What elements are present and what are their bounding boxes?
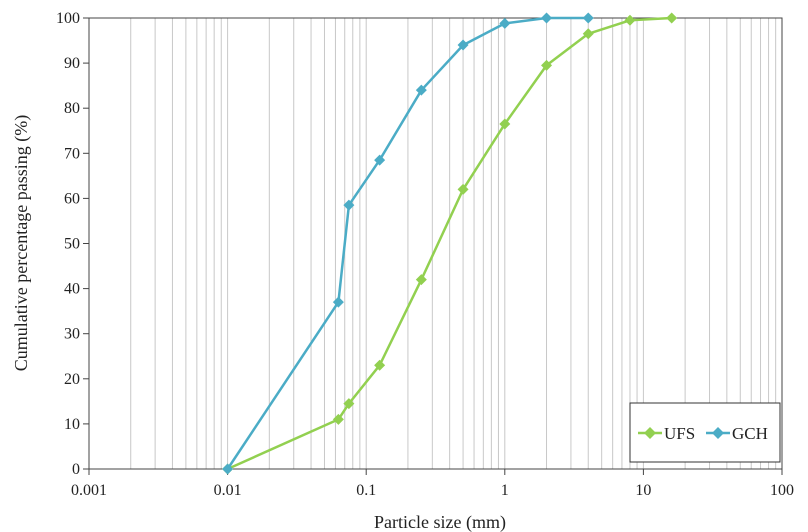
x-axis: 0.001 0.01 0.1 1 10 100 — [71, 469, 794, 499]
data-point-gch — [343, 199, 355, 211]
data-point-ufs — [374, 359, 386, 371]
y-tick-label: 60 — [64, 190, 80, 207]
data-point-ufs — [541, 59, 553, 71]
data-point-ufs — [332, 413, 344, 425]
x-axis-label: Particle size (mm) — [374, 512, 506, 532]
y-tick-label: 10 — [64, 416, 80, 433]
data-point-gch — [541, 12, 553, 24]
data-point-gch — [499, 17, 511, 29]
y-tick-label: 80 — [64, 100, 80, 117]
data-point-gch — [332, 296, 344, 308]
data-point-gch — [457, 39, 469, 51]
data-point-ufs — [343, 398, 355, 410]
legend-gch-label: GCH — [732, 424, 768, 443]
y-axis: 0 10 20 30 40 50 60 70 80 90 100 — [56, 10, 89, 478]
series-gch — [222, 12, 594, 475]
series-layer — [222, 12, 678, 475]
x-tick-label: 1 — [501, 482, 509, 499]
data-point-gch — [582, 12, 594, 24]
y-axis-label: Cumulative percentage passing (%) — [11, 115, 32, 371]
y-tick-label: 70 — [64, 145, 80, 162]
x-tick-label: 0.1 — [356, 482, 376, 499]
data-point-ufs — [415, 274, 427, 286]
y-tick-label: 20 — [64, 371, 80, 388]
series-ufs — [222, 12, 678, 475]
data-point-gch — [415, 84, 427, 96]
data-point-ufs — [624, 14, 636, 26]
x-tick-label: 0.01 — [214, 482, 242, 499]
x-tick-label: 10 — [635, 482, 651, 499]
y-tick-label: 40 — [64, 281, 80, 298]
y-tick-label: 50 — [64, 236, 80, 253]
plot-frame — [88, 17, 783, 470]
y-tick-label: 0 — [72, 461, 80, 478]
data-point-ufs — [457, 183, 469, 195]
data-point-gch — [222, 463, 234, 475]
y-tick-label: 30 — [64, 326, 80, 343]
x-tick-label: 100 — [770, 482, 794, 499]
legend-item-ufs: UFS — [638, 424, 695, 443]
legend: UFS GCH — [629, 402, 781, 463]
data-point-ufs — [499, 118, 511, 130]
legend-ufs-label: UFS — [664, 424, 695, 443]
data-point-ufs — [582, 28, 594, 40]
x-tick-label: 0.001 — [71, 482, 107, 499]
grid-lines — [130, 18, 777, 469]
legend-ufs-marker — [644, 427, 656, 439]
y-tick-label: 90 — [64, 55, 80, 72]
legend-item-gch: GCH — [706, 424, 768, 443]
data-point-ufs — [666, 12, 678, 24]
y-tick-label: 100 — [56, 10, 80, 27]
legend-gch-marker — [712, 427, 724, 439]
data-point-gch — [374, 154, 386, 166]
